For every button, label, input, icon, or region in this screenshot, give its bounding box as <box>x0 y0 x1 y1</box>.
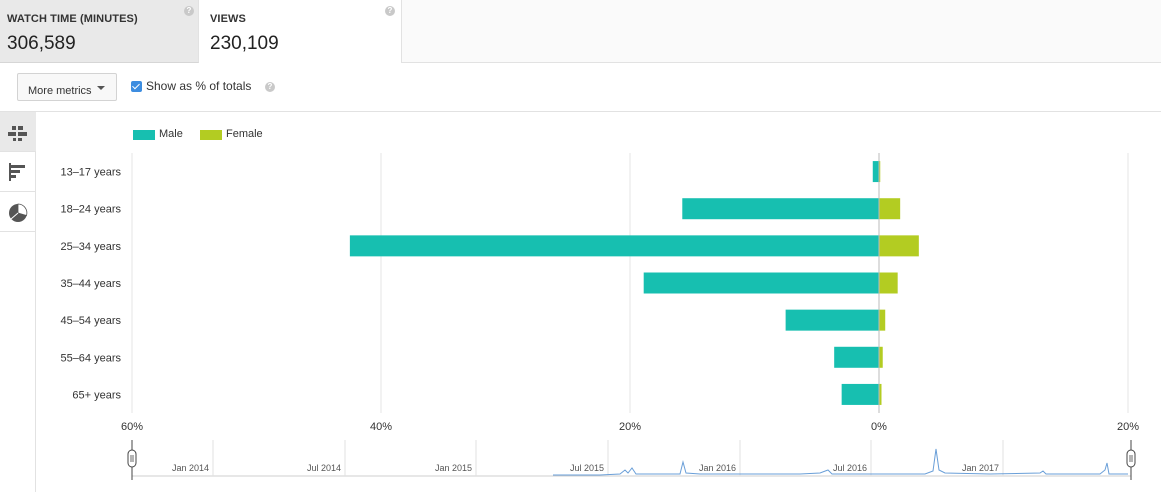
metric-value: 306,589 <box>7 33 76 54</box>
metric-label: VIEWS <box>210 13 246 25</box>
category-label: 65+ years <box>72 389 121 401</box>
timeline-handle[interactable] <box>127 449 137 468</box>
rail-item-bar-chart[interactable] <box>0 152 36 192</box>
category-label: 35–44 years <box>60 278 121 290</box>
more-metrics-label: More metrics <box>28 84 92 97</box>
timeline-label: Jan 2015 <box>435 463 472 473</box>
bar-female <box>879 346 883 368</box>
x-tick-label: 40% <box>370 421 392 433</box>
timeline-label: Jan 2014 <box>172 463 209 473</box>
category-label: 25–34 years <box>60 241 121 253</box>
bar-female <box>879 235 919 257</box>
x-tick-label: 60% <box>121 421 143 433</box>
bar-male <box>834 346 879 368</box>
more-metrics-button[interactable]: More metrics <box>17 73 117 101</box>
metric-label: WATCH TIME (MINUTES) <box>7 13 138 25</box>
help-icon[interactable]: ? <box>184 6 194 16</box>
bar-chart-icon <box>9 163 25 181</box>
x-tick-label: 20% <box>619 421 641 433</box>
category-label: 18–24 years <box>60 204 121 216</box>
category-label: 55–64 years <box>60 352 121 364</box>
legend-swatch <box>200 130 222 140</box>
bar-male <box>349 235 879 257</box>
bar-female <box>879 309 886 331</box>
rail-item-stacked-bar[interactable] <box>0 112 36 152</box>
caret-down-icon <box>97 86 105 90</box>
show-percent-label[interactable]: Show as % of totals <box>146 79 252 93</box>
category-label: 13–17 years <box>60 167 121 179</box>
help-icon[interactable]: ? <box>265 82 275 92</box>
stacked-bar-icon <box>8 126 27 141</box>
bar-female <box>879 383 882 405</box>
timeline-label: Jan 2016 <box>699 463 736 473</box>
x-tick-label: 20% <box>1117 421 1139 433</box>
bar-female <box>879 198 901 220</box>
metric-card-watch-time[interactable]: WATCH TIME (MINUTES) 306,589 ? <box>0 0 199 63</box>
timeline-label: Jul 2014 <box>307 463 341 473</box>
metrics-bar: WATCH TIME (MINUTES) 306,589 ? VIEWS 230… <box>0 0 1161 63</box>
timeline-label: Jan 2017 <box>962 463 999 473</box>
help-icon[interactable]: ? <box>385 6 395 16</box>
legend-label: Male <box>159 128 183 140</box>
show-percent-checkbox[interactable] <box>131 81 142 92</box>
bar-male <box>872 161 879 183</box>
bar-female <box>879 272 898 294</box>
chart-toolbar: More metrics <box>0 63 1161 112</box>
x-tick-label: 0% <box>871 421 887 433</box>
chart-type-rail <box>0 112 36 492</box>
legend-swatch <box>133 130 155 140</box>
timeline-sparkline <box>553 448 1128 476</box>
bar-male <box>841 383 879 405</box>
timeline-handle[interactable] <box>1126 449 1136 468</box>
timeline-label: Jul 2016 <box>833 463 867 473</box>
category-label: 45–54 years <box>60 315 121 327</box>
bar-female <box>879 161 881 183</box>
bar-male <box>643 272 879 294</box>
rail-item-pie-chart[interactable] <box>0 192 36 232</box>
metric-value: 230,109 <box>210 33 279 54</box>
legend-label: Female <box>226 128 263 140</box>
pie-chart-icon <box>9 203 28 222</box>
timeline-label: Jul 2015 <box>570 463 604 473</box>
bar-male <box>785 309 879 331</box>
metric-card-views[interactable]: VIEWS 230,109 ? <box>199 0 402 63</box>
bar-male <box>682 198 879 220</box>
